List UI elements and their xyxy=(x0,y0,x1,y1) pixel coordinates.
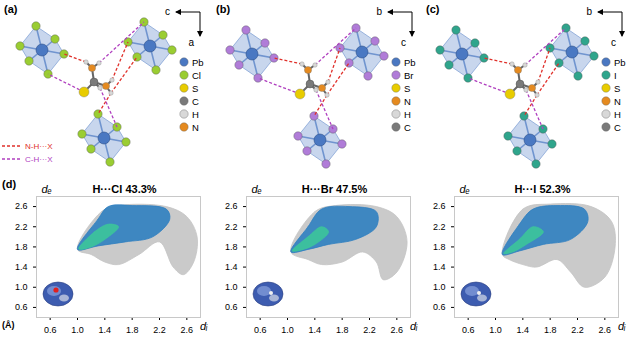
svg-text:N: N xyxy=(404,96,411,107)
svg-text:1.0: 1.0 xyxy=(489,325,502,335)
svg-text:1.0: 1.0 xyxy=(71,325,84,335)
svg-text:b: b xyxy=(376,6,382,17)
svg-text:C-H···X: C-H···X xyxy=(25,155,53,164)
svg-text:2.2: 2.2 xyxy=(363,325,376,335)
svg-text:H: H xyxy=(192,109,199,120)
svg-text:N: N xyxy=(614,96,621,107)
svg-text:(a): (a) xyxy=(4,3,18,15)
svg-text:c: c xyxy=(611,37,616,48)
svg-text:2.2: 2.2 xyxy=(571,325,584,335)
svg-text:1.4: 1.4 xyxy=(517,325,530,335)
svg-text:dᵢ: dᵢ xyxy=(200,320,208,332)
svg-text:H···Cl 43.3%: H···Cl 43.3% xyxy=(92,183,156,195)
svg-text:c: c xyxy=(401,37,406,48)
svg-text:dₑ: dₑ xyxy=(42,183,52,195)
svg-text:Pb: Pb xyxy=(404,57,416,68)
svg-text:(b): (b) xyxy=(216,3,230,15)
svg-text:S: S xyxy=(404,83,410,94)
svg-text:2.2: 2.2 xyxy=(15,222,28,232)
svg-text:Pb: Pb xyxy=(614,57,626,68)
svg-text:2.6: 2.6 xyxy=(599,325,612,335)
svg-text:Br: Br xyxy=(404,70,414,81)
svg-text:C: C xyxy=(192,96,199,107)
svg-text:H···Br 47.5%: H···Br 47.5% xyxy=(302,183,368,195)
svg-text:S: S xyxy=(192,83,198,94)
svg-text:C: C xyxy=(404,122,411,133)
svg-text:0.6: 0.6 xyxy=(225,302,238,312)
svg-text:1.0: 1.0 xyxy=(281,325,294,335)
svg-text:2.6: 2.6 xyxy=(181,325,194,335)
svg-text:1.0: 1.0 xyxy=(15,282,28,292)
svg-text:1.8: 1.8 xyxy=(126,325,139,335)
svg-text:1.8: 1.8 xyxy=(544,325,557,335)
svg-text:1.4: 1.4 xyxy=(433,262,446,272)
svg-text:1.8: 1.8 xyxy=(225,242,238,252)
svg-text:(c): (c) xyxy=(426,3,440,15)
svg-text:dₑ: dₑ xyxy=(460,183,470,195)
svg-text:(d): (d) xyxy=(2,178,16,190)
svg-text:1.8: 1.8 xyxy=(336,325,349,335)
svg-text:C: C xyxy=(614,122,621,133)
svg-text:2.6: 2.6 xyxy=(15,201,28,211)
svg-text:dᵢ: dᵢ xyxy=(618,320,626,332)
svg-text:H: H xyxy=(404,109,411,120)
svg-text:N: N xyxy=(192,122,199,133)
svg-text:1.8: 1.8 xyxy=(15,242,28,252)
svg-text:0.6: 0.6 xyxy=(44,325,57,335)
svg-text:dᵢ: dᵢ xyxy=(410,320,418,332)
svg-text:H: H xyxy=(614,109,621,120)
svg-text:0.6: 0.6 xyxy=(15,302,28,312)
svg-text:Cl: Cl xyxy=(192,70,201,81)
svg-text:2.2: 2.2 xyxy=(225,222,238,232)
svg-text:0.6: 0.6 xyxy=(254,325,267,335)
svg-text:b: b xyxy=(586,6,592,17)
svg-text:1.4: 1.4 xyxy=(15,262,28,272)
svg-text:2.2: 2.2 xyxy=(433,222,446,232)
svg-text:1.0: 1.0 xyxy=(225,282,238,292)
svg-text:a: a xyxy=(188,37,194,48)
svg-text:1.0: 1.0 xyxy=(433,282,446,292)
svg-text:1.4: 1.4 xyxy=(99,325,112,335)
svg-text:2.6: 2.6 xyxy=(391,325,404,335)
svg-text:(Å): (Å) xyxy=(2,320,15,330)
svg-text:Pb: Pb xyxy=(192,57,204,68)
svg-text:0.6: 0.6 xyxy=(433,302,446,312)
svg-text:0.6: 0.6 xyxy=(462,325,475,335)
svg-text:I: I xyxy=(614,70,617,81)
svg-text:dₑ: dₑ xyxy=(252,183,262,195)
svg-text:1.4: 1.4 xyxy=(225,262,238,272)
svg-text:2.6: 2.6 xyxy=(225,201,238,211)
svg-text:H···I 52.3%: H···I 52.3% xyxy=(514,183,570,195)
svg-text:2.6: 2.6 xyxy=(433,201,446,211)
svg-text:N-H···X: N-H···X xyxy=(25,142,53,151)
svg-text:c: c xyxy=(165,6,170,17)
svg-text:1.4: 1.4 xyxy=(309,325,322,335)
svg-text:2.2: 2.2 xyxy=(153,325,166,335)
svg-text:1.8: 1.8 xyxy=(433,242,446,252)
svg-text:S: S xyxy=(614,83,620,94)
